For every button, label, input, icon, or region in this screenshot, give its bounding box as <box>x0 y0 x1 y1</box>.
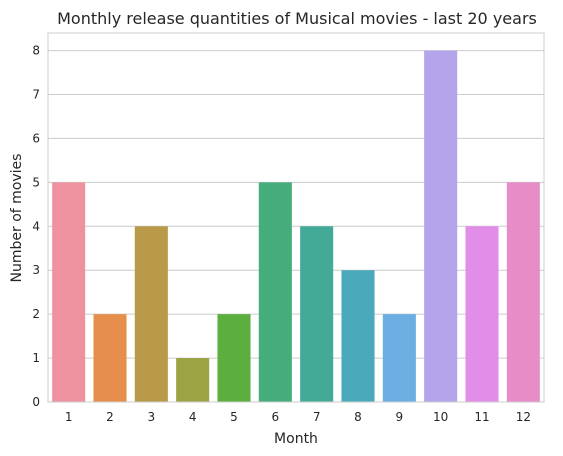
chart-title: Monthly release quantities of Musical mo… <box>57 9 537 28</box>
y-tick-label: 0 <box>32 395 40 409</box>
y-tick-labels: 0 1 2 3 4 5 6 7 8 <box>32 44 40 409</box>
plot-frame <box>47 32 545 403</box>
bar-month-12 <box>506 182 540 402</box>
bar-month-10 <box>424 50 458 402</box>
y-tick-label: 2 <box>32 307 40 321</box>
x-tick-label: 10 <box>433 410 448 424</box>
y-tick-label: 1 <box>32 351 40 365</box>
x-tick-label: 12 <box>516 410 531 424</box>
bar-month-11 <box>465 226 499 402</box>
y-tick-label: 8 <box>32 44 40 58</box>
x-tick-label: 1 <box>65 410 73 424</box>
bar-month-9 <box>382 314 416 402</box>
x-tick-label: 4 <box>189 410 197 424</box>
x-tick-label: 2 <box>106 410 114 424</box>
bar-month-5 <box>217 314 251 402</box>
y-gridlines <box>48 50 544 359</box>
x-tick-label: 7 <box>313 410 321 424</box>
x-tick-label: 5 <box>230 410 238 424</box>
bar-month-4 <box>176 358 210 402</box>
y-tick-label: 5 <box>32 175 40 189</box>
y-tick-label: 7 <box>32 88 40 102</box>
y-tick-label: 3 <box>32 263 40 277</box>
x-axis-label: Month <box>274 431 318 447</box>
y-tick-label: 4 <box>32 219 40 233</box>
x-tick-label: 6 <box>272 410 280 424</box>
x-tick-labels: 1 2 3 4 5 6 7 8 9 10 11 12 <box>65 410 531 424</box>
bar-month-3 <box>134 226 168 402</box>
bar-month-6 <box>258 182 292 402</box>
bar-month-8 <box>341 270 375 402</box>
bar-month-1 <box>52 182 86 402</box>
x-tick-label: 9 <box>396 410 404 424</box>
x-tick-label: 8 <box>354 410 362 424</box>
y-tick-label: 6 <box>32 131 40 145</box>
bar-month-2 <box>93 314 127 402</box>
y-axis-label: Number of movies <box>9 154 25 283</box>
x-tick-label: 11 <box>474 410 489 424</box>
bar-month-7 <box>300 226 334 402</box>
x-tick-label: 3 <box>148 410 156 424</box>
bars <box>52 50 540 402</box>
